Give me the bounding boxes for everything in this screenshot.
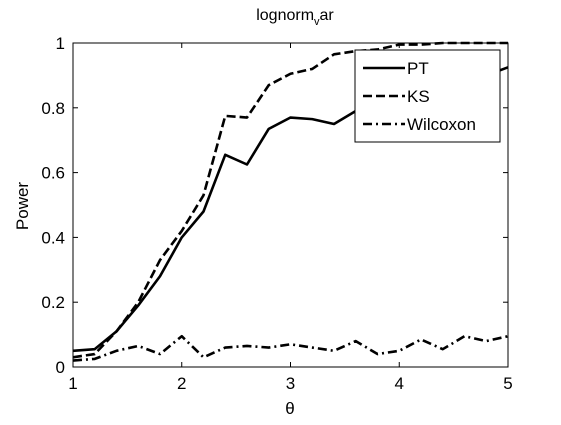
y-tick-label: 0 [56, 358, 65, 377]
svg-text:lognormvar: lognormvar [256, 7, 334, 28]
legend-label: PT [407, 59, 429, 78]
x-tick-label: 3 [286, 374, 295, 393]
y-tick-label: 0.2 [41, 293, 65, 312]
chart-title-main: lognorm [256, 7, 314, 24]
legend-label: KS [407, 87, 430, 106]
y-tick-label: 0.6 [41, 164, 65, 183]
x-tick-label: 2 [177, 374, 186, 393]
x-tick-label: 1 [68, 374, 77, 393]
chart-title-tail: ar [320, 7, 335, 24]
legend: PT KS Wilcoxon [355, 50, 500, 142]
legend-label: Wilcoxon [407, 115, 476, 134]
series-wilcoxon [73, 336, 508, 360]
y-tick-label: 0.4 [41, 228, 65, 247]
chart-title: lognormvar [256, 7, 334, 28]
x-tick-label: 4 [395, 374, 404, 393]
series-line-wilcoxon [73, 336, 508, 360]
y-tick-label: 1 [56, 34, 65, 53]
y-axis-label: Power [13, 182, 32, 231]
y-tick-label: 0.8 [41, 99, 65, 118]
x-axis-label: θ [285, 399, 294, 418]
x-tick-label: 5 [503, 374, 512, 393]
